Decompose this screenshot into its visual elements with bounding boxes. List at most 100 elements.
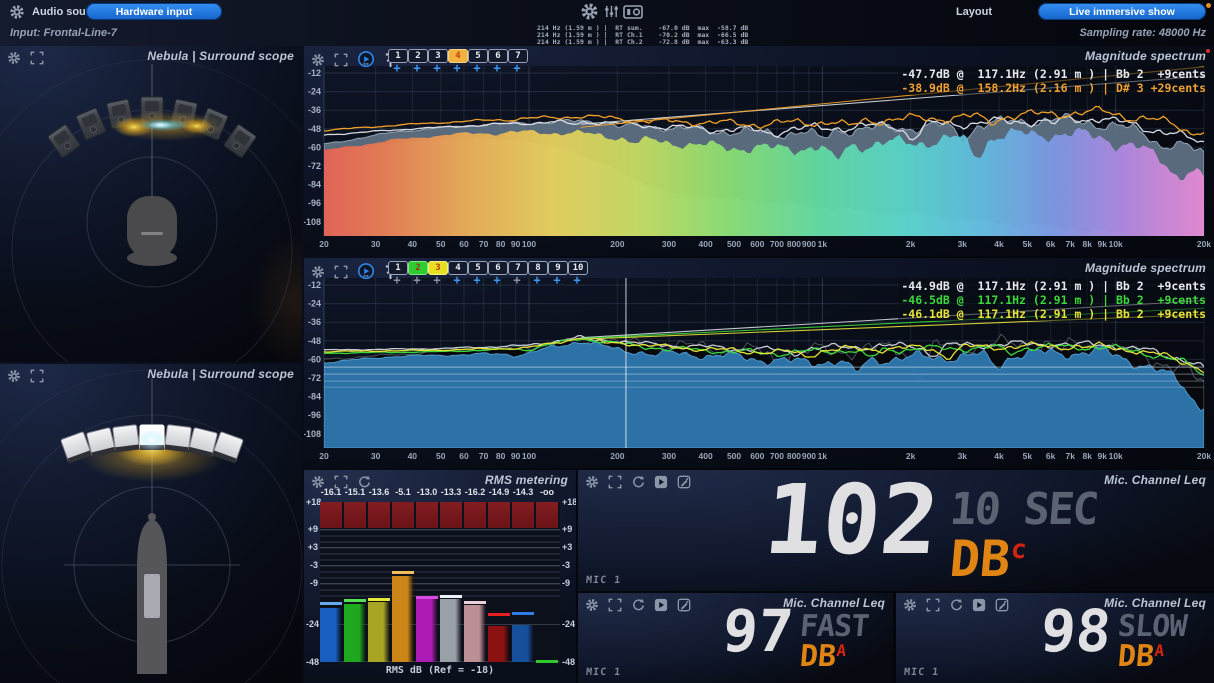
- gear-icon[interactable]: [585, 475, 599, 489]
- rms-channel-column[interactable]: [440, 502, 462, 662]
- gear-icon[interactable]: [311, 265, 325, 279]
- edit-icon[interactable]: [677, 475, 691, 489]
- band-button-10[interactable]: 10: [568, 261, 588, 275]
- band-button-1[interactable]: 1: [388, 261, 408, 275]
- rms-channel-column[interactable]: [320, 502, 342, 662]
- gear-icon[interactable]: [903, 598, 917, 612]
- svg-text:-48: -48: [308, 336, 321, 346]
- rms-over-zone: [392, 502, 414, 528]
- live-icon[interactable]: [357, 263, 375, 281]
- band-button-2[interactable]: 2: [408, 261, 428, 275]
- spectrum-readouts: -44.9dB @ 117.1Hz (2.91 m ) | Bb 2 +9cen…: [898, 279, 1209, 321]
- band-add-button-6[interactable]: +: [493, 61, 501, 75]
- svg-text:200: 200: [610, 451, 624, 461]
- band-add-button-5[interactable]: +: [473, 273, 481, 287]
- band-add-button-5[interactable]: +: [473, 61, 481, 75]
- band-button-3[interactable]: 3: [428, 49, 448, 63]
- play-icon[interactable]: [654, 598, 668, 612]
- rms-channel-column[interactable]: [416, 502, 438, 662]
- svg-text:-12: -12: [308, 68, 321, 78]
- band-button-5[interactable]: 5: [468, 261, 488, 275]
- band-add-button-3[interactable]: +: [433, 61, 441, 75]
- hardware-input-button[interactable]: Hardware input: [86, 3, 222, 20]
- io-monitor-icon[interactable]: [623, 5, 643, 19]
- band-button-5[interactable]: 5: [468, 49, 488, 63]
- band-add-button-2[interactable]: +: [413, 61, 421, 75]
- edit-icon[interactable]: [677, 598, 691, 612]
- fullscreen-icon[interactable]: [30, 369, 44, 383]
- band-add-button-1[interactable]: +: [393, 61, 401, 75]
- band-add-button-8[interactable]: +: [533, 273, 541, 287]
- band-add-button-1[interactable]: +: [393, 273, 401, 287]
- band-button-1[interactable]: 1: [388, 49, 408, 63]
- gear-icon[interactable]: [311, 53, 325, 67]
- live-icon[interactable]: [357, 51, 375, 69]
- reset-icon[interactable]: [949, 598, 963, 612]
- reset-icon[interactable]: [357, 475, 371, 489]
- band-button-7[interactable]: 7: [508, 49, 528, 63]
- rms-channel-column[interactable]: [344, 502, 366, 662]
- fullscreen-icon[interactable]: [608, 475, 622, 489]
- rms-channel-column[interactable]: [464, 502, 486, 662]
- mixer-sliders-icon[interactable]: [604, 4, 619, 19]
- band-button-2[interactable]: 2: [408, 49, 428, 63]
- band-button-4[interactable]: 4: [448, 261, 468, 275]
- rms-channel-column[interactable]: [536, 502, 558, 663]
- svg-text:30: 30: [371, 239, 381, 249]
- rms-value-label: -16.1: [320, 487, 342, 497]
- gear-icon[interactable]: [9, 4, 25, 20]
- band-add-button-7[interactable]: +: [513, 61, 521, 75]
- magnitude-spectrum-panel-2: Magnitude spectrum -44.9dB @ 117.1Hz (2.…: [304, 258, 1214, 468]
- band-button-8[interactable]: 8: [528, 261, 548, 275]
- rms-bar: [488, 625, 510, 662]
- band-add-button-10[interactable]: +: [573, 273, 581, 287]
- band-button-6[interactable]: 6: [488, 49, 508, 63]
- svg-text:1k: 1k: [818, 239, 828, 249]
- fullscreen-icon[interactable]: [608, 598, 622, 612]
- gear-icon[interactable]: [580, 2, 599, 21]
- svg-text:20k: 20k: [1197, 451, 1211, 461]
- band-button-7[interactable]: 7: [508, 261, 528, 275]
- gear-icon[interactable]: [7, 369, 21, 383]
- rms-meter-plot[interactable]: [320, 502, 560, 663]
- band-button-3[interactable]: 3: [428, 261, 448, 275]
- rms-value-label: -14.3: [512, 487, 534, 497]
- play-icon[interactable]: [972, 598, 986, 612]
- fullscreen-icon[interactable]: [334, 265, 348, 279]
- play-icon[interactable]: [654, 475, 668, 489]
- fullscreen-icon[interactable]: [30, 51, 44, 65]
- rms-channel-column[interactable]: [512, 502, 534, 662]
- band-add-button-3[interactable]: +: [433, 273, 441, 287]
- svg-text:80: 80: [496, 451, 506, 461]
- leq-integration-mode[interactable]: 10 SEC: [947, 484, 1100, 535]
- svg-text:7k: 7k: [1066, 239, 1076, 249]
- rms-channel-column[interactable]: [488, 502, 510, 662]
- rms-channel-column[interactable]: [392, 502, 414, 662]
- band-add-button-9[interactable]: +: [553, 273, 561, 287]
- fullscreen-icon[interactable]: [334, 475, 348, 489]
- leq-weighting[interactable]: A: [835, 641, 848, 660]
- rms-channel-column[interactable]: [368, 502, 390, 662]
- band-button-4[interactable]: 4: [448, 49, 468, 63]
- leq-weighting[interactable]: A: [1153, 641, 1166, 660]
- band-add-button-6[interactable]: +: [493, 273, 501, 287]
- rms-value-label: -5.1: [395, 487, 411, 497]
- gear-icon[interactable]: [311, 475, 325, 489]
- band-add-button-4[interactable]: +: [453, 61, 461, 75]
- band-button-9[interactable]: 9: [548, 261, 568, 275]
- band-button-6[interactable]: 6: [488, 261, 508, 275]
- fullscreen-icon[interactable]: [926, 598, 940, 612]
- leq-weighting[interactable]: c: [1009, 535, 1028, 565]
- edit-icon[interactable]: [995, 598, 1009, 612]
- gear-icon[interactable]: [7, 51, 21, 65]
- reset-icon[interactable]: [631, 475, 645, 489]
- gear-icon[interactable]: [585, 598, 599, 612]
- reset-icon[interactable]: [631, 598, 645, 612]
- band-add-button-7[interactable]: +: [513, 273, 521, 287]
- leq-value: 98: [1038, 597, 1115, 665]
- top-bar: Audio source Hardware input 214 Hz (1.59…: [0, 0, 1214, 46]
- fullscreen-icon[interactable]: [334, 53, 348, 67]
- band-add-button-4[interactable]: +: [453, 273, 461, 287]
- live-immersive-show-button[interactable]: Live immersive show: [1038, 3, 1206, 20]
- band-add-button-2[interactable]: +: [413, 273, 421, 287]
